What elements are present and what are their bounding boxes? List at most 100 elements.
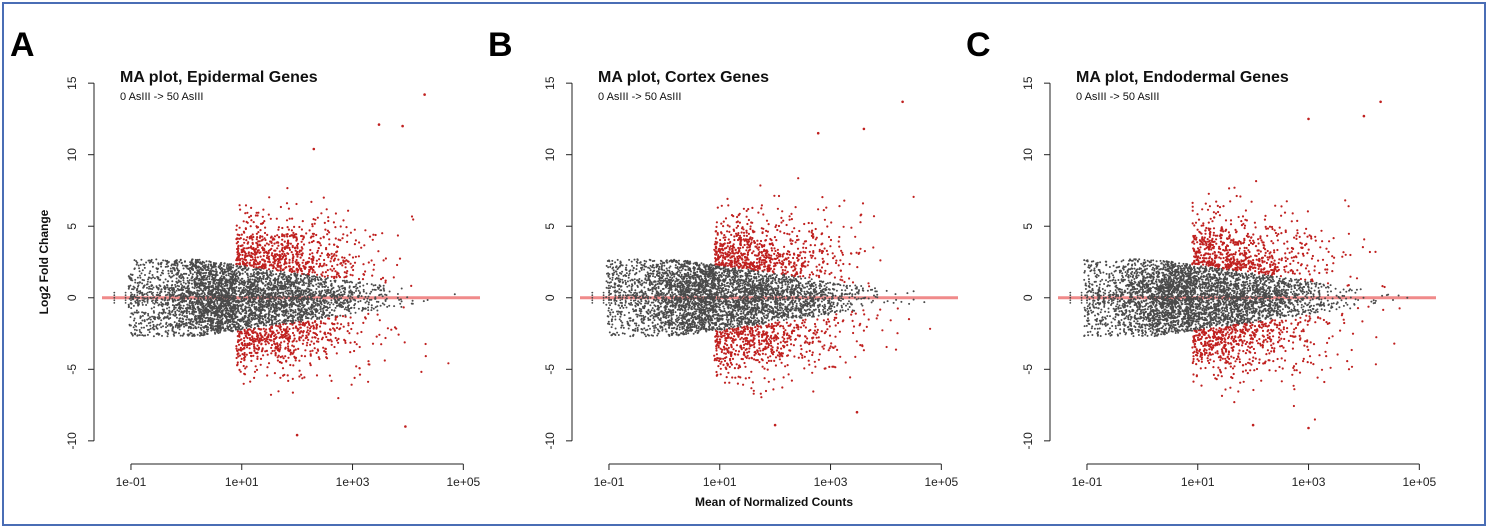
gene-point (263, 309, 266, 312)
significant-gene-point (267, 243, 270, 246)
gene-point (179, 306, 182, 309)
significant-gene-point (336, 250, 339, 253)
gene-point (181, 274, 184, 276)
gene-point (222, 296, 225, 299)
gene-point (228, 288, 230, 291)
gene-point (268, 279, 271, 282)
gene-point (182, 277, 185, 280)
significant-gene-point (340, 262, 343, 265)
gene-point (185, 321, 188, 324)
gene-point (151, 288, 154, 291)
significant-gene-point (337, 258, 340, 261)
significant-gene-point (412, 218, 415, 221)
significant-gene-point (246, 211, 249, 214)
significant-gene-point (290, 229, 293, 232)
significant-gene-point (292, 266, 295, 269)
gene-point (130, 312, 133, 315)
significant-gene-point (244, 212, 247, 215)
gene-point (160, 298, 163, 301)
significant-gene-point (316, 348, 319, 351)
gene-point (224, 299, 227, 302)
gene-point (171, 291, 174, 294)
significant-gene-point (383, 359, 386, 362)
significant-gene-point (375, 335, 378, 338)
significant-gene-point (256, 236, 259, 239)
gene-point (170, 276, 172, 279)
gene-point (202, 296, 205, 299)
significant-gene-point (347, 209, 350, 212)
significant-gene-point (239, 208, 242, 211)
gene-point (182, 304, 185, 307)
gene-point (210, 317, 213, 320)
gene-point (285, 280, 288, 283)
significant-gene-point (356, 332, 359, 335)
significant-gene-point (256, 336, 259, 339)
gene-point (370, 309, 373, 312)
significant-gene-point (273, 349, 276, 352)
gene-point (185, 324, 188, 327)
significant-gene-point (316, 251, 319, 254)
gene-point (260, 322, 262, 325)
gene-point (172, 330, 175, 333)
gene-point (156, 286, 159, 289)
gene-point (357, 300, 360, 303)
significant-gene-point (350, 383, 353, 386)
gene-point (178, 322, 181, 325)
significant-gene-point (307, 332, 310, 335)
gene-point (214, 322, 217, 325)
gene-point (183, 260, 186, 263)
significant-gene-point (287, 379, 290, 382)
significant-gene-point (325, 352, 328, 356)
gene-point (200, 295, 203, 298)
gene-point (216, 323, 219, 326)
gene-point (148, 276, 151, 279)
gene-point (255, 276, 258, 279)
gene-point (226, 270, 229, 273)
gene-point (406, 296, 409, 299)
significant-gene-point (310, 325, 313, 328)
significant-gene-point (330, 379, 333, 382)
gene-point (259, 291, 262, 294)
gene-point (214, 283, 217, 286)
gene-point (188, 267, 191, 270)
gene-point (193, 310, 196, 313)
gene-point (400, 287, 403, 290)
gene-point (197, 326, 200, 329)
significant-gene-point (316, 216, 319, 219)
significant-gene-point (277, 354, 280, 357)
gene-point (216, 314, 219, 317)
significant-gene-point (289, 351, 293, 354)
significant-gene-point (237, 352, 240, 355)
gene-point (241, 283, 244, 286)
gene-point (141, 334, 144, 337)
gene-point (211, 309, 214, 312)
gene-point (295, 299, 298, 302)
gene-point (299, 320, 302, 323)
gene-point (218, 292, 221, 295)
gene-point (233, 286, 236, 289)
gene-point (213, 301, 216, 304)
gene-point (218, 267, 221, 270)
significant-gene-point (241, 250, 244, 253)
gene-point (318, 292, 321, 295)
gene-point (321, 295, 323, 298)
gene-point (221, 309, 224, 312)
gene-point (165, 321, 168, 324)
gene-point (231, 278, 233, 281)
significant-gene-point (236, 258, 240, 261)
gene-point (166, 261, 169, 264)
significant-gene-point (298, 375, 301, 378)
significant-gene-point (312, 269, 315, 272)
gene-point (182, 318, 184, 321)
gene-point (191, 304, 194, 307)
significant-gene-point (253, 331, 257, 334)
gene-point (197, 299, 200, 302)
significant-gene-point (390, 328, 393, 331)
gene-point (140, 326, 143, 329)
gene-point (287, 276, 290, 279)
gene-point (240, 297, 243, 300)
gene-point (169, 267, 172, 270)
significant-gene-point (386, 327, 389, 330)
gene-point (216, 302, 219, 305)
